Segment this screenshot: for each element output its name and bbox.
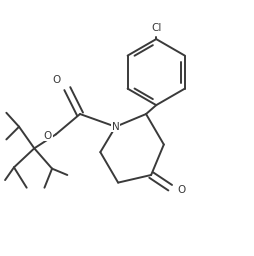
Text: Cl: Cl xyxy=(151,23,161,33)
Text: O: O xyxy=(177,185,185,195)
Text: O: O xyxy=(44,131,52,141)
Text: O: O xyxy=(53,75,61,85)
Text: N: N xyxy=(112,122,119,132)
